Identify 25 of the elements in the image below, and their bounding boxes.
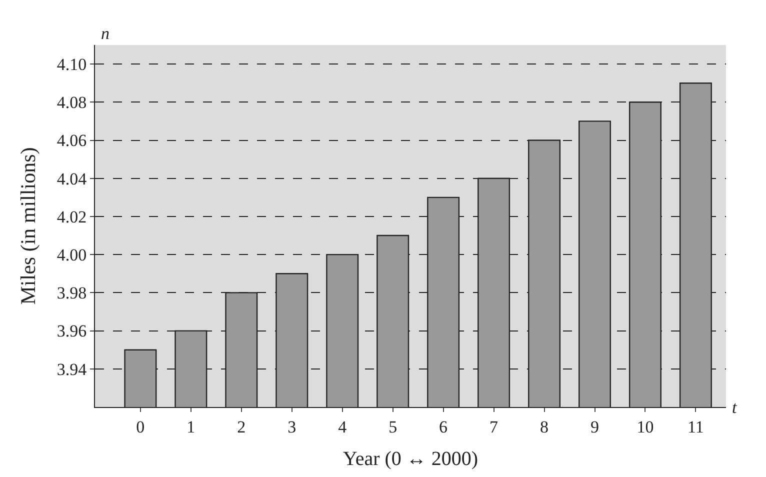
y-tick-label: 3.98 <box>56 284 87 303</box>
y-tick-label: 4.10 <box>56 55 87 74</box>
y-tick-label: 3.94 <box>56 360 88 379</box>
text: n <box>101 24 110 43</box>
x-tick-label: 2 <box>237 417 246 436</box>
x-tick-label: 9 <box>590 417 599 436</box>
x-tick-label: 10 <box>636 417 654 436</box>
x-tick-label: 4 <box>338 417 348 436</box>
x-axis-title: Year (0 ↔ 2000) <box>342 448 478 470</box>
y-tick-label: 4.08 <box>56 93 87 112</box>
x-tick-label: 6 <box>439 417 448 436</box>
y-tick-label: 3.96 <box>56 322 87 341</box>
x-tick-label: 7 <box>490 417 499 436</box>
y-tick-label: 4.06 <box>56 131 87 150</box>
y-axis-title: Miles (in millions) <box>16 147 40 305</box>
x-tick-label: 0 <box>136 417 145 436</box>
x-tick-label: 1 <box>186 417 196 436</box>
x-tick-label: 11 <box>688 417 704 436</box>
y-tick-label: 4.04 <box>56 169 88 188</box>
x-tick-label: 3 <box>288 417 296 436</box>
x-tick-label: 5 <box>388 417 398 436</box>
text: t <box>732 398 738 417</box>
y-tick-label: 4.00 <box>56 246 87 265</box>
y-tick-label: 4.02 <box>56 207 87 226</box>
x-tick-label: 8 <box>540 417 549 436</box>
